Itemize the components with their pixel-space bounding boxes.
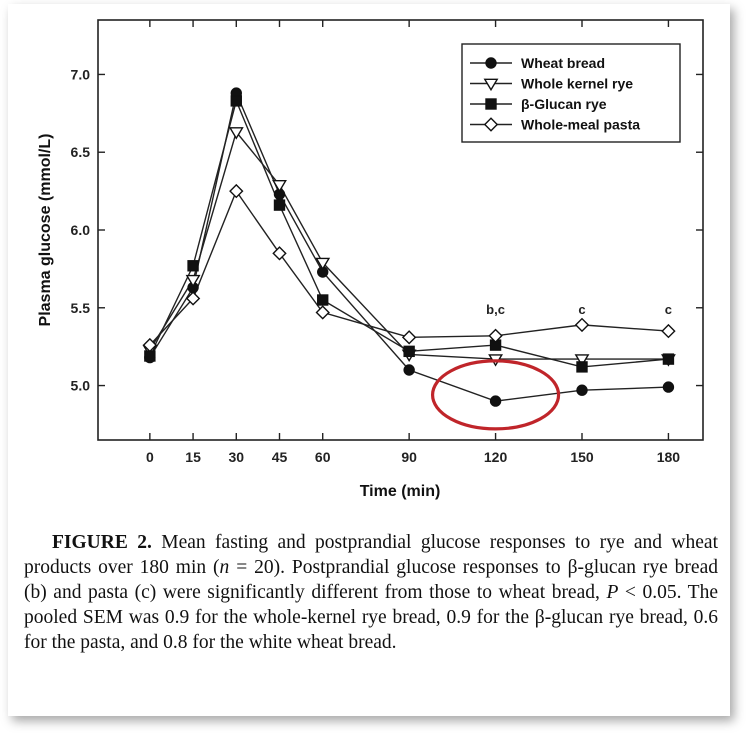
caption-text-2: = 20). Postprandial glucose responses to…: [24, 557, 718, 603]
caption-text-3: < 0.05. The pooled SEM was 0.9 for the w…: [24, 582, 718, 653]
legend-wheat-bread: Wheat bread: [521, 55, 605, 71]
beta-glucan-rye-point: [273, 199, 286, 211]
caption-n-symbol: n: [219, 557, 230, 578]
caption-p-symbol: P: [606, 582, 619, 603]
whole-kernel-rye-point: [574, 354, 590, 367]
annotation-layer: b,c c c: [430, 302, 672, 431]
legend: Wheat bread Whole kernel rye β-Glucan rye W…: [461, 43, 681, 143]
legend-box: [461, 43, 681, 143]
legend-whole-meal-pasta: Whole-meal pasta: [521, 117, 640, 133]
legend-marker: [485, 98, 497, 110]
x-tick-label: 0: [146, 449, 154, 465]
beta-glucan-rye-point: [576, 361, 588, 373]
whole-meal-pasta-point: [142, 337, 158, 353]
legend-beta-glucan-rye: β-Glucan rye: [521, 96, 607, 112]
y-axis-title: Plasma glucose (mmol/L): [37, 134, 54, 327]
whole-meal-pasta-point: [272, 246, 287, 261]
glucose-line-chart: 0 15 30 45 60 90 120 150 180 5.0 5.5 6.0 6.5 7.0 b,c c…: [37, 19, 704, 500]
x-tick-label: 60: [315, 449, 331, 465]
highlight-ellipse: [430, 359, 561, 431]
x-tick-label: 90: [401, 449, 417, 465]
x-tick-label: 180: [657, 449, 681, 465]
legend-marker: [485, 57, 497, 69]
y-tick-label: 5.0: [71, 378, 91, 394]
whole-kernel-rye-point: [315, 257, 331, 271]
whole-meal-pasta-point: [229, 183, 244, 199]
whole-meal-pasta-point: [401, 330, 417, 345]
legend-marker: [483, 117, 499, 132]
whole-meal-pasta-line: [149, 189, 669, 346]
beta-glucan-rye-point: [144, 350, 156, 362]
y-tick-label: 5.5: [71, 300, 91, 316]
wheat-bread-point: [403, 364, 415, 376]
whole-kernel-rye-point: [185, 274, 201, 288]
whole-meal-pasta-point: [661, 323, 676, 339]
axes-layer: 0 15 30 45 60 90 120 150 180 5.0 5.5 6.0 6.5 7.0: [71, 20, 703, 465]
figure-label: FIGURE 2.: [52, 532, 152, 553]
beta-glucan-rye-point: [187, 260, 199, 272]
figure-caption: FIGURE 2. Mean fasting and postprandial …: [24, 530, 718, 655]
whole-meal-pasta-point: [488, 328, 503, 343]
beta-glucan-rye-point: [403, 345, 415, 358]
whole-meal-pasta-point: [185, 291, 201, 306]
whole-meal-pasta-point: [574, 317, 590, 333]
significance-label: c: [665, 302, 672, 317]
y-tick-label: 6.0: [71, 222, 91, 238]
y-tick-label: 7.0: [71, 66, 91, 82]
legend-whole-kernel-rye: Whole kernel rye: [521, 76, 633, 92]
x-tick-label: 15: [185, 449, 201, 465]
significance-label: b,c: [486, 302, 505, 317]
caption-text-1: Mean fasting and postprandial glucose re…: [24, 532, 718, 578]
beta-glucan-rye-point: [317, 294, 329, 306]
x-tick-label: 120: [484, 449, 508, 465]
wheat-bread-point: [576, 384, 588, 396]
whole-kernel-rye-point: [228, 127, 244, 140]
significance-label: c: [578, 302, 585, 317]
wheat-bread-point: [662, 381, 675, 393]
beta-glucan-rye-point: [662, 353, 675, 365]
x-tick-label: 45: [272, 449, 288, 465]
beta-glucan-rye-point: [230, 95, 242, 107]
whole-meal-pasta-point: [315, 305, 330, 320]
y-tick-label: 6.5: [71, 144, 91, 160]
wheat-bread-point: [489, 395, 502, 407]
whole-kernel-rye-point: [272, 179, 287, 193]
legend-marker: [483, 78, 499, 92]
x-axis-title: Time (min): [360, 483, 441, 500]
series-layer: [142, 87, 676, 407]
x-tick-label: 30: [228, 449, 244, 465]
x-tick-label: 150: [570, 449, 594, 465]
